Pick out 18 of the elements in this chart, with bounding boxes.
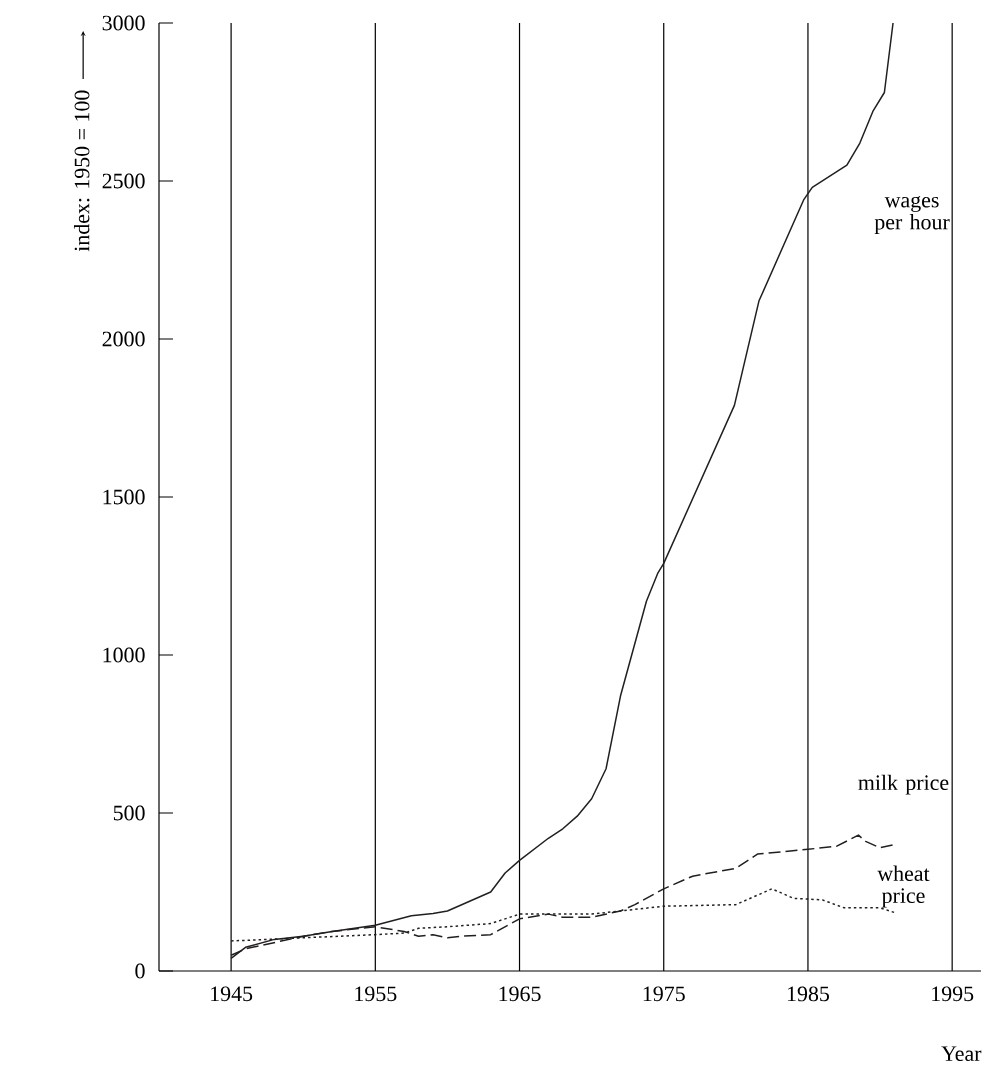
- x-tick-label: 1985: [787, 986, 830, 1002]
- series-label: milk price: [858, 774, 949, 795]
- x-tick-label: 1955: [355, 986, 397, 1002]
- x-tick-label: 1995: [932, 986, 974, 1002]
- series-label: wages per hour: [874, 196, 950, 234]
- y-tick-label: 1000: [103, 647, 145, 663]
- y-tick-label: 2500: [102, 173, 145, 189]
- y-tick-label: 500: [113, 805, 145, 821]
- x-tick-label: 1965: [499, 986, 541, 1002]
- y-tick-label: 1500: [103, 489, 145, 505]
- y-tick-label: 2000: [102, 331, 145, 347]
- series-label: wheat price: [877, 865, 930, 908]
- x-tick-label: 1945: [211, 986, 253, 1002]
- x-axis-title: Year: [941, 1046, 982, 1062]
- y-axis-title: index: 1950 = 100: [73, 90, 90, 252]
- x-tick-label: 1975: [643, 986, 685, 1002]
- y-tick-label: 3000: [102, 15, 145, 31]
- y-tick-label: 0: [135, 963, 145, 979]
